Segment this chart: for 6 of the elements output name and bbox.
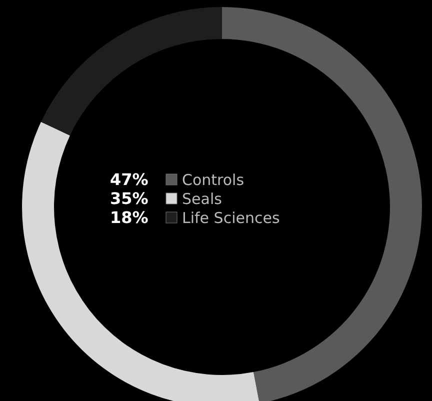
data-label: 35% — [110, 189, 148, 208]
data-label: 18% — [110, 208, 148, 227]
legend-label: Controls — [182, 171, 244, 189]
legend-label: Seals — [182, 190, 222, 208]
legend-label: Life Sciences — [182, 209, 280, 227]
data-label: 47% — [110, 170, 148, 189]
